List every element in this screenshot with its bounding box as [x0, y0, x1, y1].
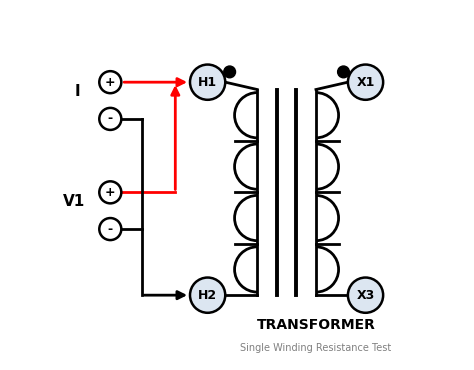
Circle shape [99, 108, 121, 130]
Text: -: - [108, 223, 113, 236]
Circle shape [224, 66, 236, 78]
Circle shape [348, 64, 383, 100]
Circle shape [99, 71, 121, 93]
Circle shape [99, 218, 121, 240]
Text: TRANSFORMER: TRANSFORMER [256, 317, 375, 332]
Circle shape [337, 66, 349, 78]
Circle shape [190, 278, 225, 313]
Text: H2: H2 [198, 289, 217, 302]
Text: -: - [108, 112, 113, 125]
Text: Single Winding Resistance Test: Single Winding Resistance Test [240, 343, 392, 353]
Circle shape [348, 278, 383, 313]
Text: V1: V1 [63, 194, 85, 209]
Text: +: + [105, 186, 116, 199]
Text: +: + [105, 76, 116, 89]
Text: H1: H1 [198, 76, 217, 89]
Text: X3: X3 [356, 289, 374, 302]
Circle shape [190, 64, 225, 100]
Circle shape [99, 181, 121, 204]
Text: X1: X1 [356, 76, 375, 89]
Text: I: I [74, 84, 80, 99]
